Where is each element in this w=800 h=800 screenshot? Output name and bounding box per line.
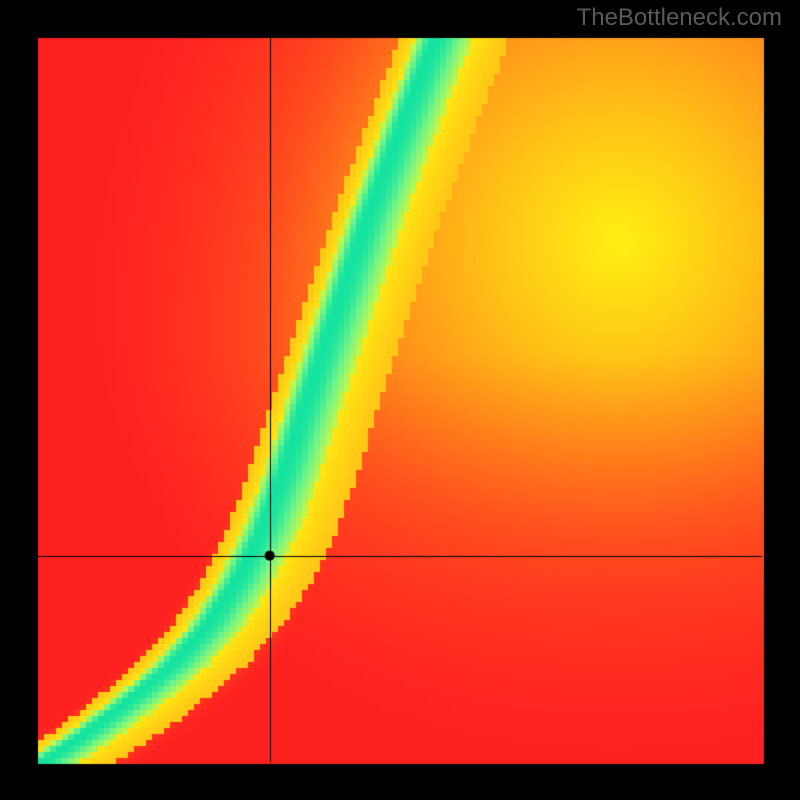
chart-root: TheBottleneck.com [0, 0, 800, 800]
watermark-text: TheBottleneck.com [577, 4, 782, 32]
heatmap-canvas [0, 0, 800, 800]
